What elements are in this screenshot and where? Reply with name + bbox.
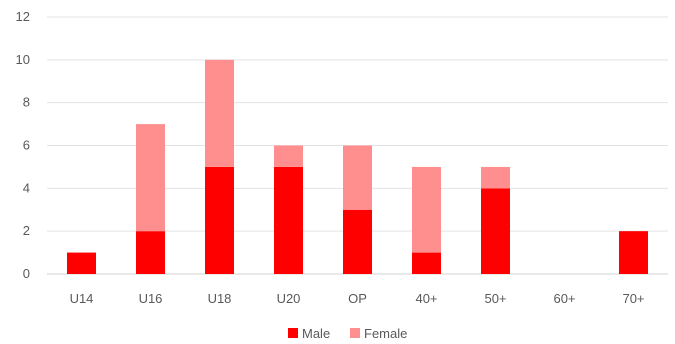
bar-male-u14 (67, 252, 96, 274)
bar-female-u18 (205, 59, 234, 167)
bar-male-70plus (619, 231, 648, 274)
x-tick-label: OP (348, 291, 367, 306)
bar-male-u16 (136, 231, 165, 274)
y-axis-ticks: 0 2 4 6 8 10 12 (16, 9, 30, 281)
legend-label-female: Female (364, 326, 407, 341)
x-tick-label: 40+ (415, 291, 437, 306)
bars (67, 59, 648, 274)
y-tick-label: 6 (23, 138, 30, 153)
y-tick-label: 4 (23, 180, 30, 195)
legend-swatch-female (350, 328, 360, 338)
bar-female-40plus (412, 166, 441, 253)
legend-swatch-male (288, 328, 298, 338)
x-tick-label: U18 (208, 291, 232, 306)
bar-female-u16 (136, 124, 165, 232)
bar-male-u20 (274, 166, 303, 274)
x-tick-label: U20 (277, 291, 301, 306)
legend: Male Female (288, 326, 407, 341)
bar-female-50plus (481, 166, 510, 189)
bar-male-op (343, 209, 372, 274)
x-tick-label: U14 (70, 291, 94, 306)
x-tick-label: 70+ (622, 291, 644, 306)
bar-male-50plus (481, 188, 510, 274)
x-tick-label: 50+ (484, 291, 506, 306)
x-tick-label: 60+ (553, 291, 575, 306)
y-tick-label: 12 (16, 9, 30, 24)
x-axis-ticks: U14 U16 U18 U20 OP 40+ 50+ 60+ 70+ (70, 291, 645, 306)
bar-female-op (343, 145, 372, 210)
y-tick-label: 2 (23, 223, 30, 238)
bar-male-u18 (205, 166, 234, 274)
y-tick-label: 8 (23, 95, 30, 110)
y-tick-label: 0 (23, 266, 30, 281)
bar-female-u20 (274, 145, 303, 167)
legend-label-male: Male (302, 326, 330, 341)
y-tick-label: 10 (16, 52, 30, 67)
bar-male-40plus (412, 252, 441, 274)
x-tick-label: U16 (139, 291, 163, 306)
